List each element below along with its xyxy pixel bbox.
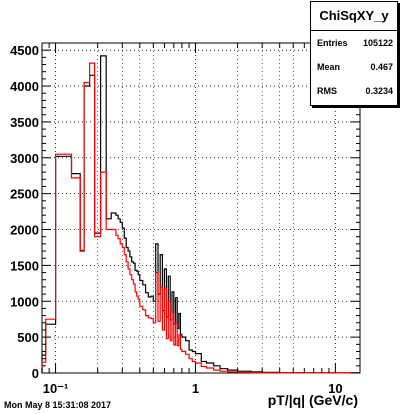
- y-tick-label: 4500: [10, 43, 39, 58]
- stats-row-entries: Entries 105122: [317, 38, 393, 48]
- stats-label: Entries: [317, 38, 348, 48]
- x-tick-label: 10: [328, 381, 342, 396]
- y-tick-label: 3000: [10, 151, 39, 166]
- series-layer: [41, 55, 361, 374]
- y-tick-label: 2000: [10, 223, 39, 238]
- footer-datetime: Mon May 8 15:31:08 2017: [4, 400, 112, 410]
- y-tick-label: 1500: [10, 258, 39, 273]
- y-tick-label: 2500: [10, 187, 39, 202]
- histogram-series-red: [41, 62, 361, 374]
- stats-box: ChiSqXY_y Entries 105122 Mean 0.467 RMS …: [310, 1, 398, 106]
- stats-value: 105122: [362, 38, 393, 48]
- tick-labels: 10⁻¹ 1 10 0 500 1000 1500 2000 2500 3000 3500 4000 4…: [10, 43, 343, 396]
- stats-value: 0.467: [370, 62, 393, 72]
- stats-title: ChiSqXY_y: [311, 2, 397, 31]
- x-tick-label: 1: [192, 381, 199, 396]
- y-tick-label: 500: [17, 330, 39, 345]
- stats-value: 0.3234: [365, 86, 393, 96]
- y-tick-label: 3500: [10, 115, 39, 130]
- stats-row-rms: RMS 0.3234: [317, 86, 393, 96]
- y-tick-label: 1000: [10, 294, 39, 309]
- y-tick-label: 0: [32, 366, 39, 381]
- histogram-series-black: [41, 55, 361, 374]
- axis-ticks: [41, 42, 360, 374]
- stats-label: RMS: [317, 86, 337, 96]
- x-tick-label: 10⁻¹: [43, 381, 69, 396]
- x-axis-label: pT/|q| (GeV/c): [268, 392, 358, 408]
- stats-row-mean: Mean 0.467: [317, 62, 393, 72]
- stats-label: Mean: [317, 62, 341, 72]
- y-tick-label: 4000: [10, 79, 39, 94]
